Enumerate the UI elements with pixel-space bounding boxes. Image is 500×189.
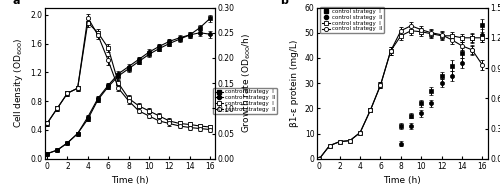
X-axis label: Time (h): Time (h) bbox=[111, 176, 149, 185]
Legend: control strategy  I, control strategy  II, control strategy  I, control strategy: control strategy I, control strategy II,… bbox=[320, 7, 384, 33]
Y-axis label: Cell density (OD$_{600}$): Cell density (OD$_{600}$) bbox=[12, 38, 24, 128]
Legend: control strategy  I, control strategy  II, control strategy  I, control strategy: control strategy I, control strategy II,… bbox=[214, 88, 277, 114]
Text: a: a bbox=[12, 0, 20, 6]
Y-axis label: Growth rate (OD$_{600}$/h): Growth rate (OD$_{600}$/h) bbox=[240, 33, 253, 133]
X-axis label: Time (h): Time (h) bbox=[384, 176, 422, 185]
Y-axis label: β1-ε protein (mg/L): β1-ε protein (mg/L) bbox=[290, 40, 299, 127]
Text: b: b bbox=[280, 0, 287, 6]
